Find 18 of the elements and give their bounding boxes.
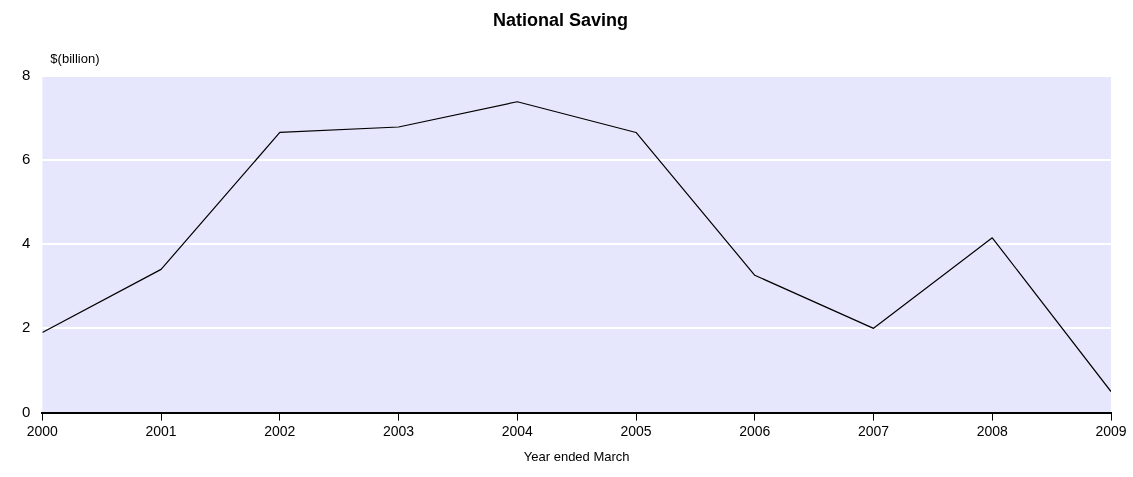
y-tick-label: 8 <box>22 65 31 83</box>
x-tick-label: 2008 <box>976 422 1009 439</box>
y-tick-label: 2 <box>22 318 31 336</box>
y-tick-label: 6 <box>22 149 31 167</box>
x-axis-title: Year ended March <box>523 448 630 464</box>
x-tick-label: 2003 <box>382 422 415 439</box>
y-axis-title: $(billion) <box>50 50 100 66</box>
x-tick-label: 2002 <box>264 422 296 439</box>
x-tick-label: 2005 <box>620 422 652 439</box>
x-tick-label: 2009 <box>1095 422 1127 439</box>
x-tick-label: 2004 <box>501 422 534 439</box>
chart-title: National Saving <box>492 9 629 30</box>
x-tick-label: 2007 <box>857 422 890 439</box>
y-tick-label: 0 <box>22 402 31 420</box>
x-tick-label: 2001 <box>145 422 177 439</box>
x-tick-label: 2006 <box>739 422 771 439</box>
x-tick-label: 2000 <box>26 422 59 439</box>
y-tick-label: 4 <box>22 234 31 252</box>
